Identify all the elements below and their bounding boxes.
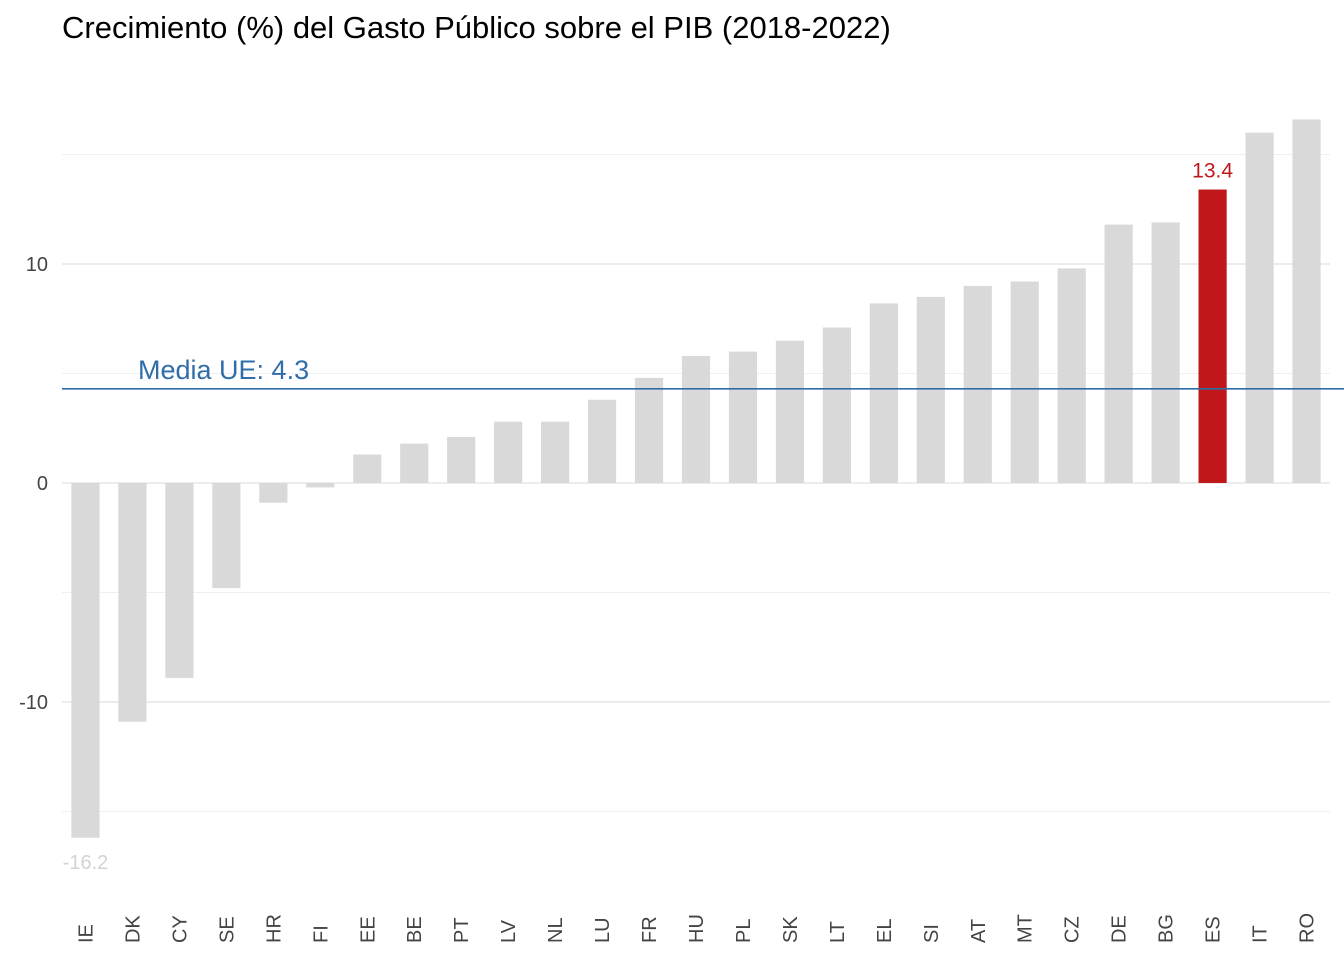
bar-hr — [259, 483, 288, 503]
y-tick-label: 0 — [37, 473, 48, 495]
bar-lv — [494, 421, 523, 483]
x-tick-label: DE — [1109, 915, 1131, 943]
x-tick-label: LU — [592, 917, 614, 943]
x-tick-label: DK — [122, 915, 144, 943]
x-tick-label: BE — [404, 916, 426, 943]
x-tick-label: HR — [263, 914, 285, 943]
x-tick-label: FR — [639, 916, 661, 943]
x-tick-label: MT — [1015, 914, 1037, 943]
x-tick-label: AT — [968, 919, 990, 943]
bar-lt — [822, 327, 851, 483]
bar-fi — [306, 483, 335, 488]
x-tick-label: LV — [498, 919, 520, 943]
bar-lu — [587, 399, 617, 483]
bar-sk — [775, 340, 805, 483]
bar-bg — [1151, 222, 1180, 483]
x-tick-label: HU — [686, 914, 708, 943]
bar-hu — [681, 355, 711, 483]
bar-pt — [447, 437, 476, 483]
bar-cy — [165, 483, 194, 678]
x-tick-label: IT — [1250, 925, 1272, 943]
bar-dk — [118, 483, 147, 722]
x-tick-label: RO — [1297, 913, 1319, 943]
data-label-highlight: 13.4 — [1192, 160, 1233, 183]
bar-at — [963, 285, 992, 483]
bar-el — [869, 303, 898, 483]
bar-be — [400, 443, 429, 483]
x-tick-label: SI — [921, 924, 943, 943]
bar-cz — [1057, 268, 1086, 483]
bar-it — [1245, 132, 1274, 483]
x-tick-label: CZ — [1062, 916, 1084, 943]
x-tick-label: IE — [75, 924, 97, 943]
y-tick-label: 10 — [26, 254, 48, 276]
x-tick-label: PT — [451, 917, 473, 943]
bar-de — [1104, 224, 1133, 483]
bar-es — [1198, 189, 1227, 484]
x-tick-label: FI — [310, 925, 332, 943]
x-tick-label: SE — [216, 916, 238, 943]
x-tick-label: EL — [874, 919, 896, 943]
bar-si — [916, 296, 945, 483]
x-tick-label: PL — [733, 919, 755, 943]
bar-nl — [541, 421, 570, 483]
data-label-min: -16.2 — [63, 852, 109, 874]
x-tick-label: BG — [1156, 914, 1178, 943]
bar-pl — [728, 351, 758, 483]
chart-title: Crecimiento (%) del Gasto Público sobre … — [62, 10, 891, 45]
reference-line-label: Media UE: 4.3 — [138, 355, 309, 385]
bar-ee — [353, 454, 382, 483]
x-tick-label: EE — [357, 916, 379, 943]
bar-ro — [1292, 119, 1321, 484]
x-tick-label: CY — [169, 915, 191, 943]
x-tick-label: LT — [827, 921, 849, 943]
x-tick-label: ES — [1203, 916, 1225, 943]
bar-fr — [634, 377, 664, 483]
bar-ie — [71, 483, 100, 838]
bar-se — [212, 483, 241, 589]
x-tick-label: NL — [545, 917, 567, 943]
bar-mt — [1010, 281, 1039, 483]
x-tick-label: SK — [780, 916, 802, 943]
y-tick-label: -10 — [19, 692, 48, 714]
